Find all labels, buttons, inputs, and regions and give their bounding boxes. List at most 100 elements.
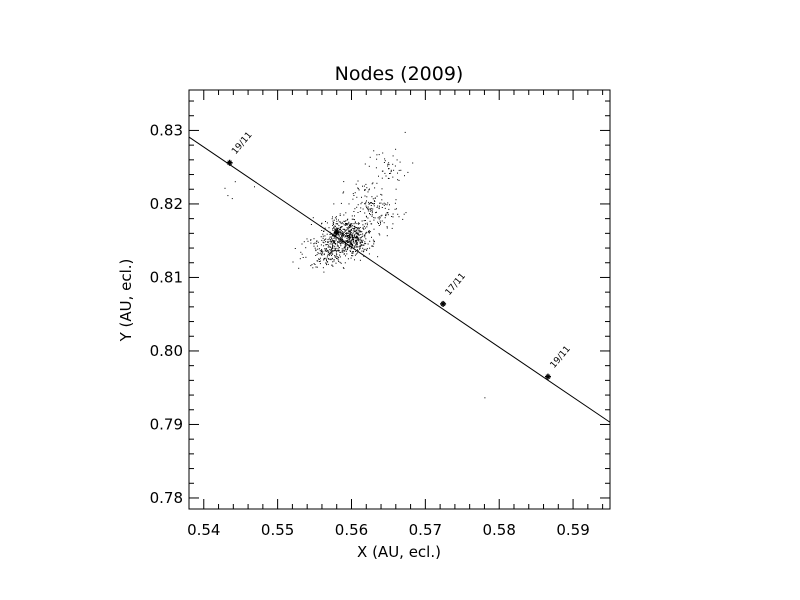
scatter-point [350,236,351,238]
scatter-point [397,172,398,174]
scatter-point [380,223,381,225]
scatter-point [369,231,371,233]
scatter-point [353,242,355,244]
scatter-point [374,217,376,219]
scatter-point [361,201,363,203]
scatter-point [333,203,335,205]
scatter-point [363,185,365,187]
scatter-point [339,254,341,256]
scatter-point [350,251,352,252]
scatter-point [398,179,400,181]
scatter-point [365,215,367,217]
scatter-point [380,193,382,195]
scatter-point [346,240,348,242]
scatter-point [340,262,342,264]
scatter-point [359,241,361,243]
scatter-point [407,171,409,173]
scatter-point [321,239,323,241]
scatter-point [334,243,336,245]
scatter-point [333,250,334,252]
scatter-point [339,242,341,244]
scatter-point [360,237,362,239]
x-tick-label: 0.55 [261,521,294,539]
scatter-point [371,245,373,247]
scatter-point [231,198,233,200]
x-tick-label: 0.59 [556,521,589,539]
scatter-point [327,241,329,243]
scatter-point [338,247,340,249]
scatter-point [358,189,360,191]
scatter-point [366,224,368,226]
scatter-point [355,239,356,241]
scatter-point [333,222,335,223]
scatter-point [331,247,333,249]
scatter-point [331,252,333,254]
scatter-point [335,247,337,249]
scatter-point [329,233,331,235]
scatter-point [317,248,319,250]
scatter-point [315,249,317,251]
scatter-point [314,264,316,265]
scatter-point [357,212,359,213]
scatter-point [350,239,352,241]
scatter-point [378,154,380,156]
scatter-point [332,233,334,235]
scatter-point [378,225,380,226]
scatter-point [354,215,355,217]
scatter-point [338,219,339,221]
scatter-point [357,250,359,252]
scatter-point [352,218,354,220]
scatter-point [328,238,330,240]
scatter-point [322,241,324,243]
scatter-point [378,208,380,210]
scatter-point [381,214,383,216]
scatter-point [328,254,330,256]
scatter-point [322,233,324,235]
scatter-point [359,259,361,261]
scatter-point [368,203,370,205]
scatter-point [316,260,318,262]
scatter-point [356,236,358,238]
scatter-point [328,244,330,246]
scatter-point [348,238,350,240]
scatter-point [325,221,326,222]
scatter-point [335,230,337,232]
scatter-point [342,232,344,234]
scatter-point [365,183,367,185]
scatter-point [338,225,340,227]
marker-cross-d2 [227,160,232,166]
scatter-point [340,243,342,245]
scatter-point [313,245,315,247]
scatter-point [333,235,334,237]
scatter-point [321,249,323,251]
scatter-point [327,252,329,254]
scatter-point [335,234,336,236]
scatter-point [389,173,390,174]
scatter-point [329,249,331,251]
scatter-point [364,203,366,205]
scatter-point [346,219,348,221]
scatter-point [342,250,343,252]
scatter-point [356,246,358,248]
scatter-point [344,248,346,250]
scatter-point [312,217,314,219]
scatter-point [350,229,352,230]
scatter-point [370,208,372,210]
scatter-point [333,237,335,239]
scatter-point [337,259,339,261]
scatter-point [310,242,312,244]
scatter-point [362,228,364,229]
scatter-point [327,246,329,248]
scatter-point [369,156,371,158]
scatter-point [324,248,326,250]
scatter-point [310,265,312,267]
scatter-point [391,227,393,229]
scatter-point [354,235,356,237]
scatter-point [327,250,329,252]
scatter-point [340,245,342,247]
scatter-point [334,248,336,250]
scatter-point [361,241,363,243]
scatter-point [336,243,338,245]
scatter-point [399,161,401,163]
scatter-point [392,216,394,218]
